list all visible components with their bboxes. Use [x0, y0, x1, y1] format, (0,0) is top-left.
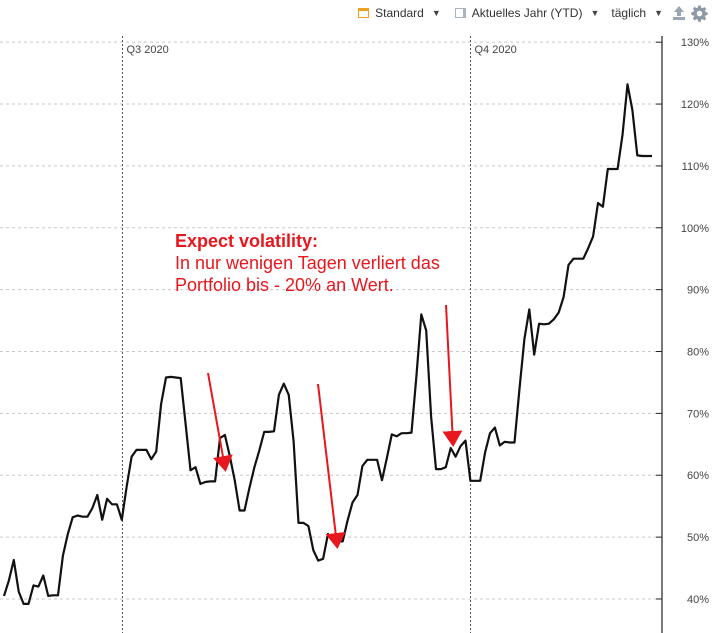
chart-toolbar: Standard ▼ Aktuelles Jahr (YTD) ▼ täglic… — [0, 0, 712, 26]
interval-dropdown[interactable]: täglich ▼ — [611, 6, 663, 20]
horizontal-gridlines — [0, 41, 656, 600]
y-tick-label: 60% — [687, 470, 709, 482]
annotation-heading: Expect volatility: — [175, 231, 319, 251]
quarter-label: Q4 2020 — [475, 44, 517, 56]
y-tick-label: 110% — [682, 161, 710, 173]
y-tick-label: 70% — [687, 408, 709, 420]
annotation-arrows — [207, 304, 463, 549]
y-tick-label: 80% — [687, 347, 709, 359]
volatility-annotation: Expect volatility: In nur wenigen Tagen … — [175, 230, 440, 296]
y-axis-ticks: 40% 50% 60% 70% 80% 90% 100% 110% 120% 130% — [656, 37, 709, 606]
chevron-down-icon: ▼ — [654, 8, 663, 18]
period-dropdown[interactable]: Aktuelles Jahr (YTD) ▼ — [454, 6, 600, 20]
y-tick-label: 120% — [681, 99, 709, 111]
series-line — [2, 83, 652, 606]
chart-style-dropdown[interactable]: Standard ▼ — [358, 6, 441, 20]
quarter-divider-lines: Q3 2020 Q4 2020 — [122, 36, 517, 633]
series-layer — [2, 83, 652, 606]
annotation-arrow — [317, 383, 346, 549]
y-tick-label: 100% — [681, 223, 709, 235]
y-tick-label: 130% — [681, 37, 709, 49]
calendar-icon — [454, 8, 466, 18]
annotation-text-line-1: In nur wenigen Tagen verliert das — [175, 253, 440, 273]
interval-label: täglich — [611, 6, 647, 20]
chevron-down-icon: ▼ — [590, 8, 600, 18]
chevron-down-icon: ▼ — [431, 8, 441, 18]
annotation-text-line-2: Portfolio bis - 20% an Wert. — [175, 275, 394, 295]
export-icon[interactable] — [671, 5, 687, 21]
chart-style-icon — [358, 8, 370, 18]
annotation-arrow — [442, 304, 463, 447]
gear-icon[interactable] — [691, 5, 708, 22]
y-tick-label: 90% — [687, 285, 709, 297]
period-label: Aktuelles Jahr (YTD) — [471, 6, 583, 20]
annotation-arrow — [207, 372, 233, 472]
quarter-label: Q3 2020 — [127, 44, 169, 56]
y-tick-label: 40% — [687, 594, 709, 606]
chart-style-label: Standard — [375, 6, 424, 20]
y-tick-label: 50% — [687, 532, 709, 544]
